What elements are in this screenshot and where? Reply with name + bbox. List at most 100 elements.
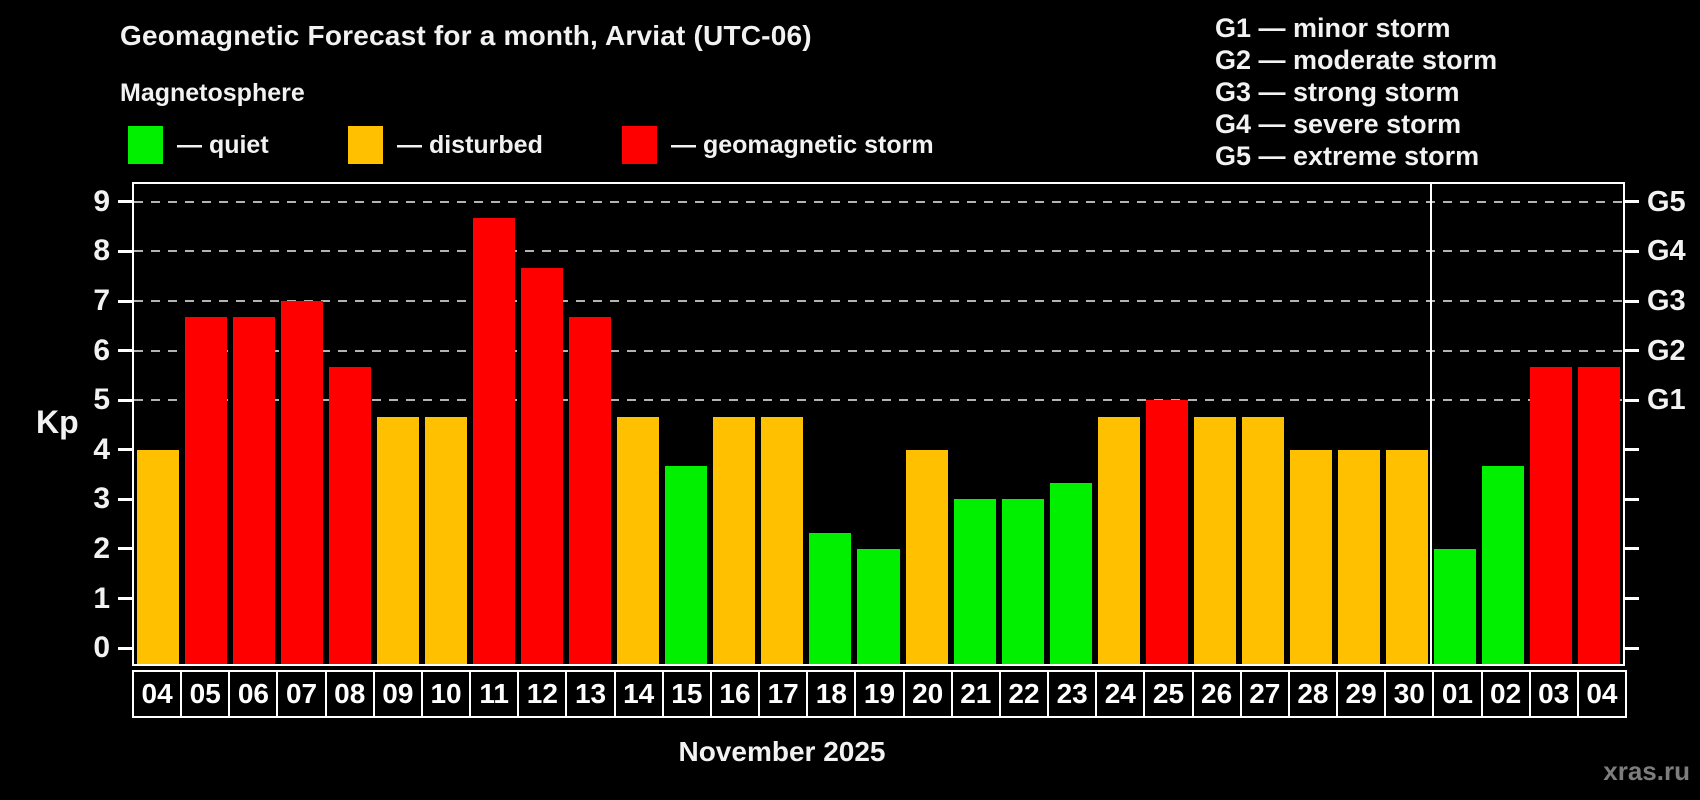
kp-bar-day-02 xyxy=(1481,466,1524,664)
axis-tick-right-3 xyxy=(1625,497,1639,501)
day-cell-11: 11 xyxy=(469,670,520,718)
kp-bar-day-10 xyxy=(425,416,468,664)
kp-bar-day-30 xyxy=(1385,449,1428,664)
day-cell-14: 14 xyxy=(613,670,664,718)
day-cell-28: 28 xyxy=(1287,670,1339,718)
quiet-swatch xyxy=(128,126,163,164)
day-cell-27: 27 xyxy=(1239,670,1290,718)
y-axis-label-0: 0 xyxy=(93,631,110,665)
day-cell-04: 04 xyxy=(1576,670,1627,718)
day-cell-25: 25 xyxy=(1143,670,1194,718)
axis-tick-left-8 xyxy=(118,249,132,253)
g-axis-label-g1: G1 xyxy=(1647,384,1686,417)
kp-bar-day-04 xyxy=(1577,366,1620,664)
kp-bar-day-09 xyxy=(377,416,420,664)
axis-tick-left-3 xyxy=(118,497,132,501)
kp-bar-day-16 xyxy=(713,416,756,664)
y-axis-label-7: 7 xyxy=(93,284,110,318)
axis-tick-right-2 xyxy=(1625,547,1639,551)
y-axis-label-8: 8 xyxy=(93,234,110,268)
day-cell-15: 15 xyxy=(661,670,712,718)
kp-bar-day-11 xyxy=(473,218,516,664)
axis-tick-left-0 xyxy=(118,646,132,650)
kp-bar-day-25 xyxy=(1145,400,1188,664)
kp-bar-day-20 xyxy=(905,449,948,664)
day-cell-05: 05 xyxy=(180,670,231,718)
gridline-kp-7 xyxy=(134,300,1623,303)
kp-bar-day-21 xyxy=(953,499,996,664)
kp-bar-day-18 xyxy=(809,532,852,664)
gridline-kp-8 xyxy=(134,250,1623,253)
g-legend-line-g1: G1 — minor storm xyxy=(1215,13,1451,43)
day-cell-07: 07 xyxy=(276,670,327,718)
plot-area xyxy=(132,182,1625,666)
kp-bar-day-14 xyxy=(617,416,660,664)
chart-subtitle: Magnetosphere xyxy=(120,79,305,107)
legend-label-quiet: — quiet xyxy=(177,131,269,159)
day-cell-21: 21 xyxy=(950,670,1001,718)
kp-bar-day-13 xyxy=(569,317,612,664)
y-axis-label-2: 2 xyxy=(93,531,110,565)
kp-bar-day-23 xyxy=(1049,483,1092,664)
month-label: November 2025 xyxy=(678,736,886,767)
axis-tick-right-1 xyxy=(1625,597,1639,601)
day-cell-18: 18 xyxy=(806,670,857,718)
kp-bar-day-04 xyxy=(137,449,180,664)
axis-tick-left-6 xyxy=(118,349,132,353)
kp-bar-day-19 xyxy=(857,548,900,664)
kp-bar-day-08 xyxy=(329,366,372,664)
day-cell-04: 04 xyxy=(132,670,183,718)
kp-bar-day-07 xyxy=(281,301,324,664)
kp-bar-day-06 xyxy=(233,317,276,664)
axis-tick-right-4 xyxy=(1625,448,1639,452)
g-legend-line-g5: G5 — extreme storm xyxy=(1215,141,1480,171)
axis-tick-right-8 xyxy=(1625,249,1639,253)
y-axis-label-4: 4 xyxy=(93,432,110,466)
g-axis-label-g3: G3 xyxy=(1647,285,1686,318)
axis-tick-left-4 xyxy=(118,448,132,452)
y-axis-label-6: 6 xyxy=(93,333,110,367)
month-separator xyxy=(1429,184,1432,664)
day-cell-26: 26 xyxy=(1191,670,1242,718)
axis-tick-left-9 xyxy=(118,200,132,204)
y-axis-label-1: 1 xyxy=(93,581,110,615)
axis-tick-right-5 xyxy=(1625,398,1639,402)
day-cell-08: 08 xyxy=(324,670,375,718)
axis-tick-right-7 xyxy=(1625,299,1639,303)
day-cell-29: 29 xyxy=(1336,670,1387,718)
day-cell-23: 23 xyxy=(1047,670,1098,718)
axis-tick-right-9 xyxy=(1625,200,1639,204)
y-axis-label-5: 5 xyxy=(93,383,110,417)
disturbed-swatch xyxy=(348,126,383,164)
gridline-kp-5 xyxy=(134,399,1623,402)
kp-bar-day-27 xyxy=(1241,416,1284,664)
kp-bar-day-03 xyxy=(1529,366,1572,664)
axis-tick-left-5 xyxy=(118,398,132,402)
kp-bar-day-12 xyxy=(521,267,564,664)
storm-swatch xyxy=(622,126,657,164)
day-cell-16: 16 xyxy=(709,670,761,718)
gridline-kp-9 xyxy=(134,200,1623,203)
axis-tick-left-2 xyxy=(118,547,132,551)
kp-bar-day-17 xyxy=(761,416,804,664)
day-cell-12: 12 xyxy=(517,670,568,718)
day-cell-24: 24 xyxy=(1095,670,1146,718)
gridline-kp-6 xyxy=(134,349,1623,352)
legend-label-disturbed: — disturbed xyxy=(397,131,543,159)
axis-tick-right-6 xyxy=(1625,349,1639,353)
day-cell-19: 19 xyxy=(854,670,905,718)
axis-tick-right-0 xyxy=(1625,646,1639,650)
watermark: xras.ru xyxy=(1603,756,1690,786)
kp-state-legend: — quiet — disturbed — geomagnetic storm xyxy=(0,126,1100,164)
page-title: Geomagnetic Forecast for a month, Arviat… xyxy=(120,20,812,51)
day-cell-10: 10 xyxy=(420,670,472,718)
kp-bar-day-29 xyxy=(1337,449,1380,664)
kp-bar-day-05 xyxy=(185,317,228,664)
day-cell-17: 17 xyxy=(758,670,809,718)
axis-tick-left-1 xyxy=(118,597,132,601)
day-cell-22: 22 xyxy=(998,670,1050,718)
g-axis-label-g2: G2 xyxy=(1647,334,1686,367)
day-cell-02: 02 xyxy=(1480,670,1531,718)
day-cell-06: 06 xyxy=(228,670,279,718)
